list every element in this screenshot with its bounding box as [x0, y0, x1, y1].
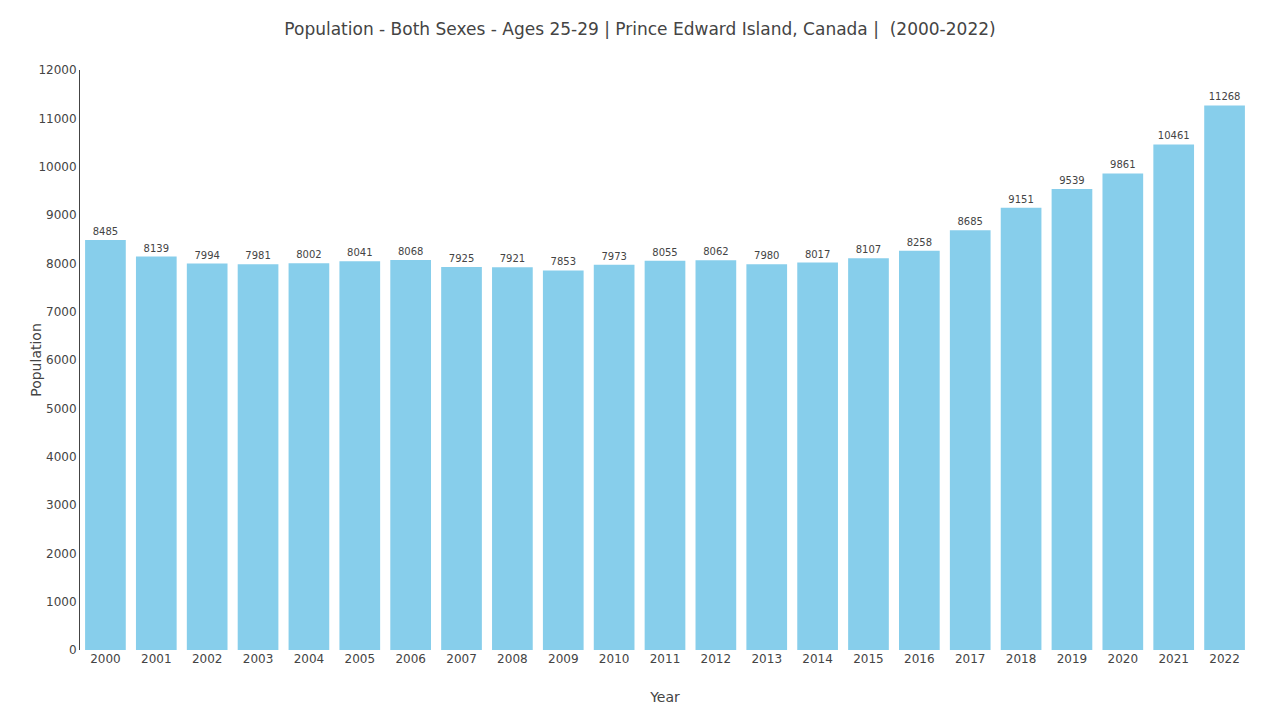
svg-text:7994: 7994 [194, 250, 219, 261]
svg-text:8041: 8041 [347, 247, 372, 258]
svg-text:2011: 2011 [650, 652, 681, 666]
svg-text:7853: 7853 [551, 256, 576, 267]
svg-text:4000: 4000 [46, 450, 77, 464]
svg-text:11000: 11000 [38, 112, 76, 126]
svg-text:2013: 2013 [751, 652, 782, 666]
svg-text:9151: 9151 [1008, 194, 1033, 205]
svg-text:8685: 8685 [957, 216, 982, 227]
svg-text:2007: 2007 [446, 652, 477, 666]
svg-text:8107: 8107 [856, 244, 881, 255]
svg-text:6000: 6000 [46, 353, 77, 367]
svg-text:2009: 2009 [548, 652, 579, 666]
svg-text:2003: 2003 [243, 652, 274, 666]
svg-text:2012: 2012 [701, 652, 732, 666]
svg-text:7000: 7000 [46, 305, 77, 319]
svg-text:2014: 2014 [802, 652, 833, 666]
svg-text:Population: Population [28, 323, 44, 397]
svg-text:7925: 7925 [449, 253, 474, 264]
svg-text:8017: 8017 [805, 249, 830, 260]
svg-text:2020: 2020 [1108, 652, 1139, 666]
svg-text:2022: 2022 [1209, 652, 1240, 666]
svg-text:9539: 9539 [1059, 175, 1084, 186]
svg-text:10461: 10461 [1158, 130, 1190, 141]
svg-text:2002: 2002 [192, 652, 223, 666]
svg-text:3000: 3000 [46, 498, 77, 512]
svg-text:2006: 2006 [395, 652, 426, 666]
svg-text:2019: 2019 [1057, 652, 1088, 666]
svg-text:7981: 7981 [245, 250, 270, 261]
svg-text:8485: 8485 [93, 226, 118, 237]
svg-text:7980: 7980 [754, 250, 779, 261]
svg-text:8055: 8055 [652, 247, 677, 258]
svg-text:7973: 7973 [601, 251, 626, 262]
svg-text:0: 0 [69, 643, 77, 657]
svg-text:1000: 1000 [46, 595, 77, 609]
svg-text:10000: 10000 [38, 160, 76, 174]
svg-text:11268: 11268 [1209, 91, 1241, 102]
svg-text:7921: 7921 [500, 253, 525, 264]
svg-text:2004: 2004 [294, 652, 325, 666]
svg-text:2000: 2000 [90, 652, 121, 666]
svg-text:8139: 8139 [144, 243, 169, 254]
svg-text:2016: 2016 [904, 652, 935, 666]
svg-text:9861: 9861 [1110, 159, 1135, 170]
svg-text:Year: Year [649, 689, 680, 705]
svg-text:2008: 2008 [497, 652, 528, 666]
svg-text:2018: 2018 [1006, 652, 1037, 666]
svg-text:5000: 5000 [46, 402, 77, 416]
svg-text:9000: 9000 [46, 208, 77, 222]
svg-text:2000: 2000 [46, 547, 77, 561]
svg-text:2017: 2017 [955, 652, 986, 666]
svg-text:8258: 8258 [907, 237, 932, 248]
svg-text:8000: 8000 [46, 257, 77, 271]
svg-text:Population - Both Sexes - Ages: Population - Both Sexes - Ages 25-29 | P… [284, 19, 995, 39]
svg-text:2010: 2010 [599, 652, 630, 666]
svg-text:8062: 8062 [703, 246, 728, 257]
svg-text:2015: 2015 [853, 652, 884, 666]
svg-text:2021: 2021 [1158, 652, 1189, 666]
svg-text:8002: 8002 [296, 249, 321, 260]
svg-text:2001: 2001 [141, 652, 172, 666]
svg-text:2005: 2005 [345, 652, 376, 666]
svg-text:12000: 12000 [38, 63, 76, 77]
svg-text:8068: 8068 [398, 246, 423, 257]
